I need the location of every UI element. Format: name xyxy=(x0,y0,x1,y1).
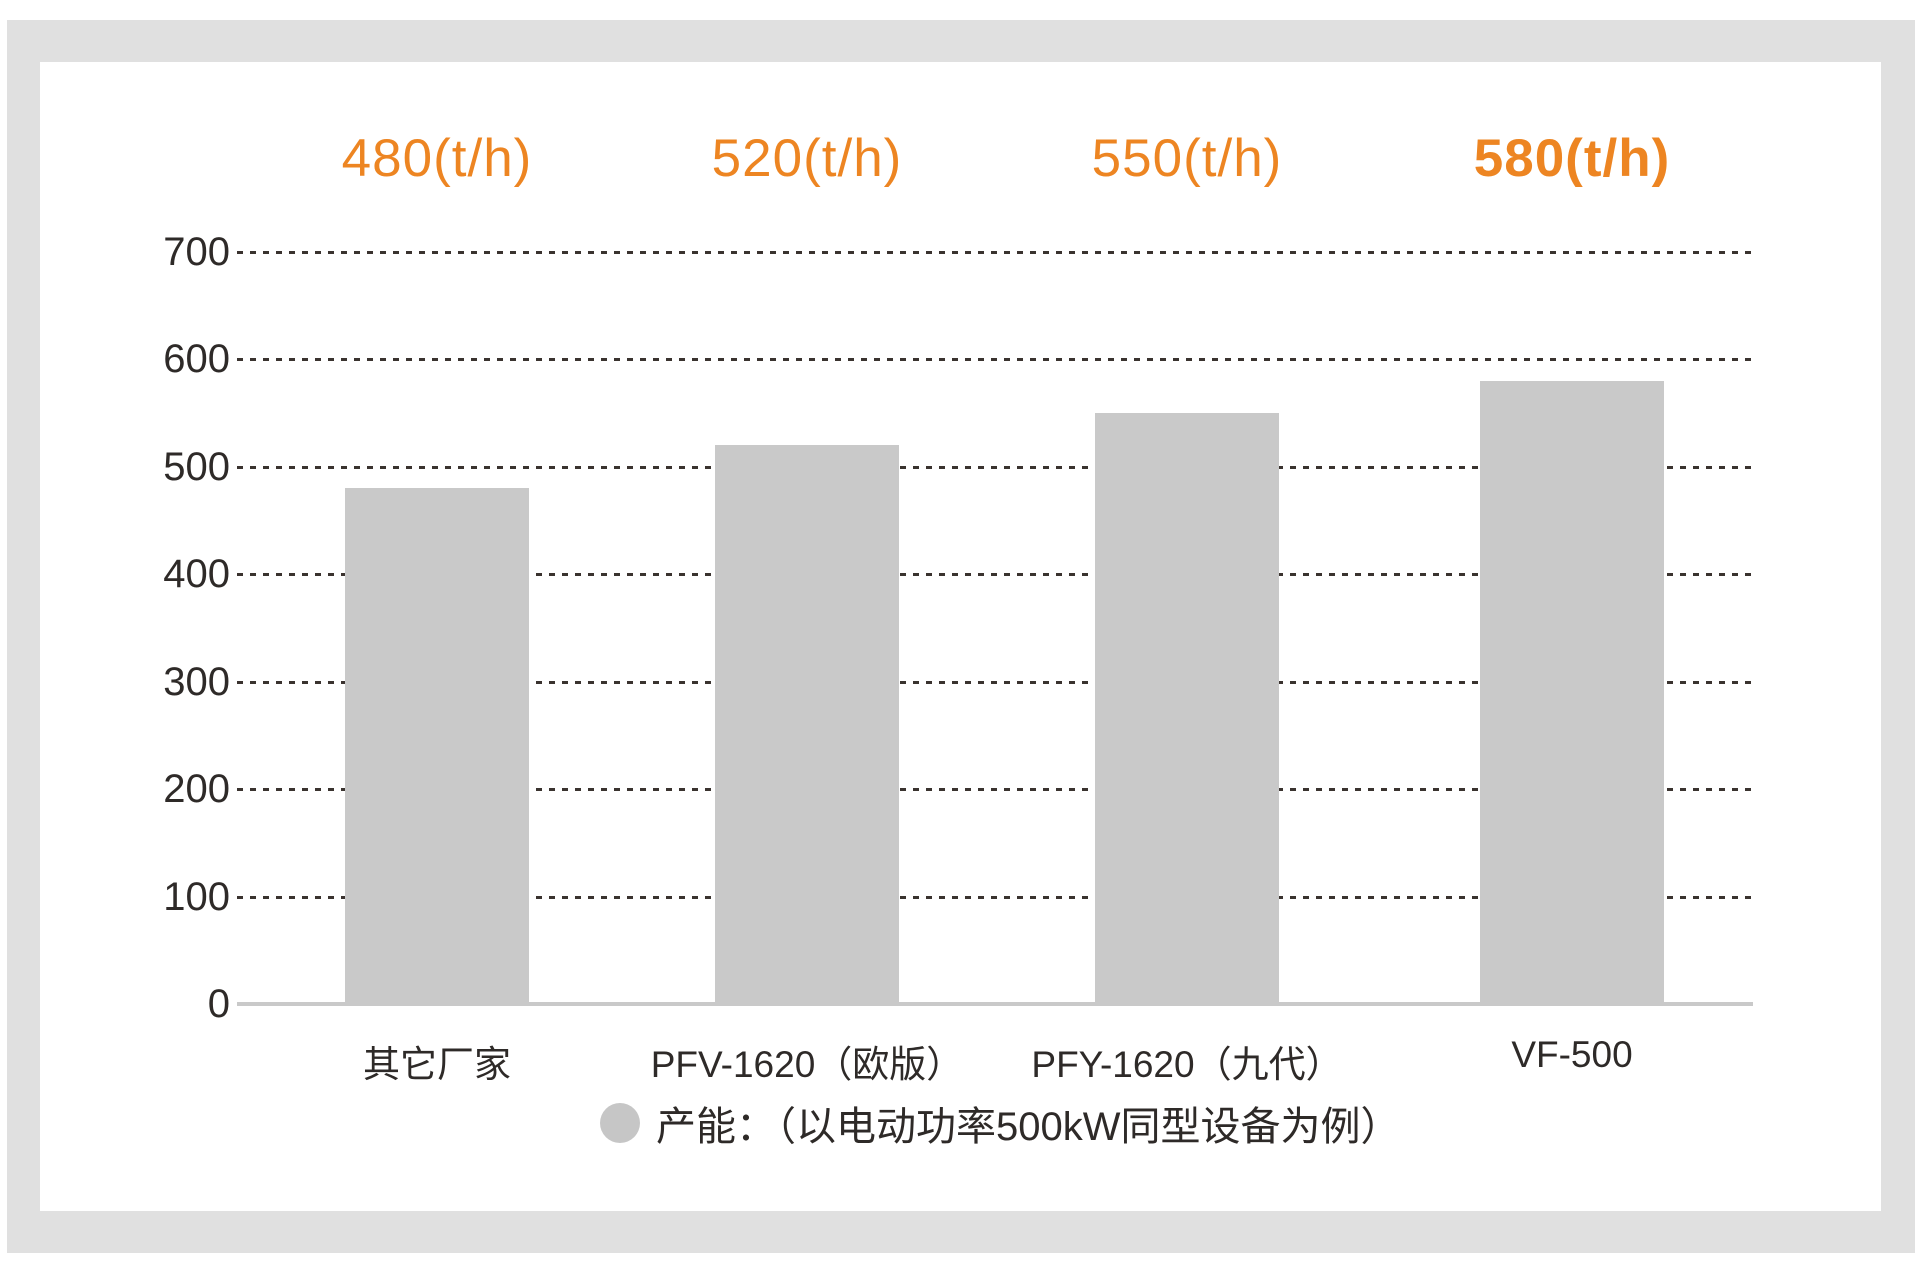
y-tick-0: 0 xyxy=(207,982,230,1026)
gridline-200 xyxy=(237,788,1753,791)
y-tick-600: 600 xyxy=(163,337,230,381)
y-tick-300: 300 xyxy=(163,660,230,704)
bar-PFY-1620（九代） xyxy=(1095,413,1279,1004)
value-label-0: 480(t/h) xyxy=(341,129,533,188)
bar-VF-500 xyxy=(1480,381,1664,1004)
chart-frame: 0 100 200 300 400 500 600 700 480(t/h) 其它厂家 520(t/… xyxy=(7,20,1915,1253)
gridline-300 xyxy=(237,681,1753,684)
y-tick-400: 400 xyxy=(163,552,230,596)
legend-dot-icon xyxy=(600,1103,640,1143)
x-category-label-3: VF-500 xyxy=(1511,1034,1633,1075)
value-label-2: 550(t/h) xyxy=(1091,129,1283,188)
y-tick-200: 200 xyxy=(163,767,230,811)
gridline-500 xyxy=(237,466,1753,469)
gridline-700 xyxy=(237,251,1753,254)
x-category-label-1: PFV-1620（欧版） xyxy=(650,1044,964,1085)
gridline-600 xyxy=(237,358,1753,361)
legend-label: 产能：（以电动功率500kW同型设备为例） xyxy=(656,1105,1401,1149)
bar-其它厂家 xyxy=(345,488,529,1004)
gridline-400 xyxy=(237,573,1753,576)
gridline-100 xyxy=(237,896,1753,899)
x-axis-line xyxy=(237,1002,1753,1006)
chart-legend: 产能：（以电动功率500kW同型设备为例） xyxy=(600,1098,1401,1149)
x-category-label-2: PFY-1620（九代） xyxy=(1031,1044,1343,1085)
y-tick-500: 500 xyxy=(163,445,230,489)
y-tick-100: 100 xyxy=(163,875,230,919)
value-label-3: 580(t/h) xyxy=(1473,129,1671,188)
y-tick-700: 700 xyxy=(163,230,230,274)
chart-card: 0 100 200 300 400 500 600 700 480(t/h) 其它厂家 520(t/… xyxy=(40,62,1881,1211)
value-label-1: 520(t/h) xyxy=(711,129,903,188)
x-category-label-0: 其它厂家 xyxy=(363,1044,511,1085)
bar-PFV-1620（欧版） xyxy=(715,445,899,1004)
